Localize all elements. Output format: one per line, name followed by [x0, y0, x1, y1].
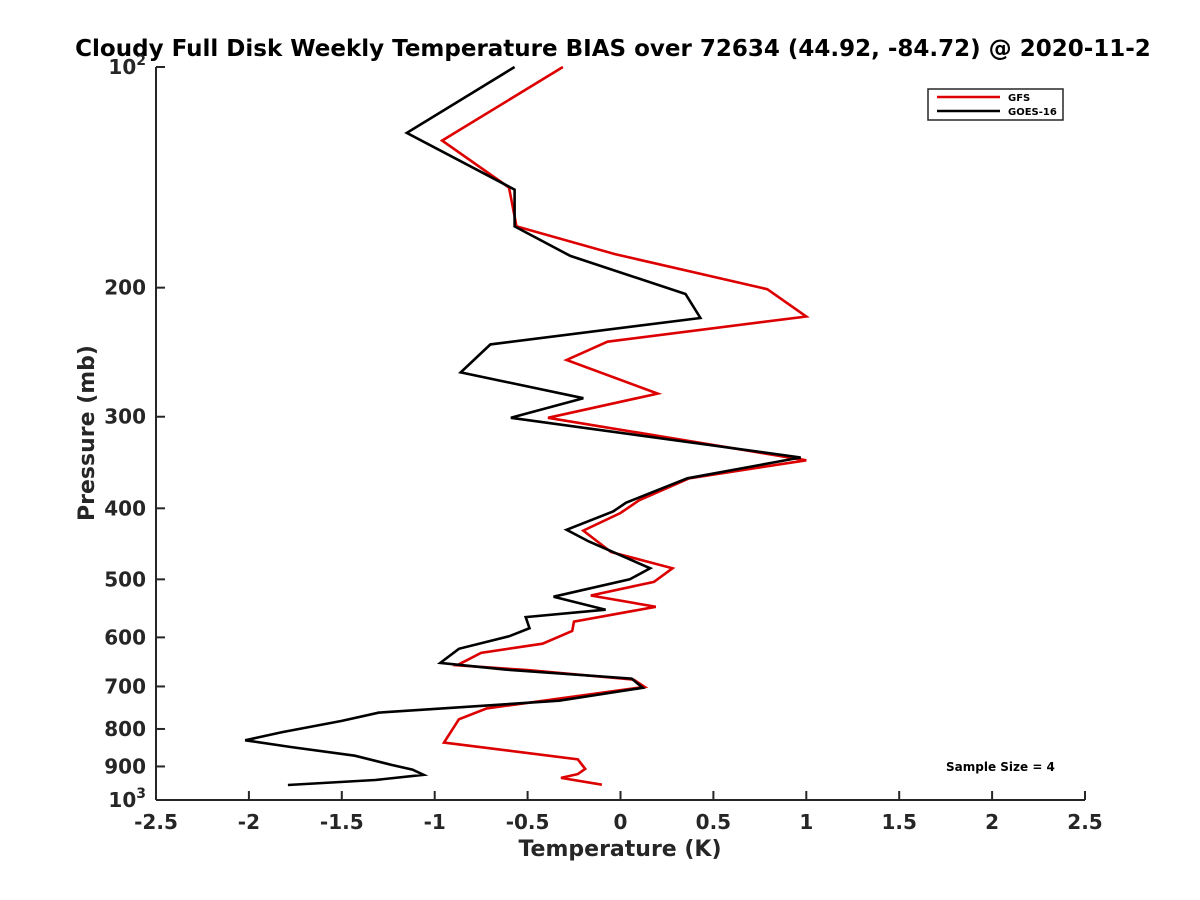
series-line-goes-16 — [244, 65, 801, 787]
x-tick-label: 1 — [799, 810, 813, 834]
series-line-gfs — [439, 65, 810, 786]
y-tick-label: 700 — [104, 674, 146, 698]
legend-box — [927, 88, 1064, 121]
y-tick-label: 300 — [104, 405, 146, 429]
y-tick-label: 800 — [104, 717, 146, 741]
legend-goes16-label: GOES-16 — [1008, 107, 1057, 118]
x-tick-label: 1.5 — [881, 810, 916, 834]
y-axis-label: Pressure (mb) — [75, 345, 100, 521]
x-tick-label: 2.5 — [1067, 810, 1102, 834]
x-ticks: -2.5 -2 -1.5 -1 -0.5 0 0.5 1 1.5 2 2.5 — [134, 791, 1103, 834]
series-layer — [244, 65, 810, 787]
x-tick-label: 0 — [614, 810, 628, 834]
y-tick-label: 900 — [104, 754, 146, 778]
x-tick-label: -2.5 — [134, 810, 178, 834]
y-tick-label: 500 — [104, 567, 146, 591]
sample-size-annotation: Sample Size = 4 — [946, 760, 1055, 774]
x-axis-label: Temperature (K) — [518, 837, 721, 862]
x-tick-label: 0.5 — [696, 810, 731, 834]
legend: GFS GOES-16 — [927, 88, 1064, 121]
y-tick-label: 600 — [104, 625, 146, 649]
chart-title: Cloudy Full Disk Weekly Temperature BIAS… — [75, 36, 1151, 62]
y-tick-label: 200 — [104, 276, 146, 300]
x-tick-label: -2 — [238, 810, 260, 834]
y-tick-label: 103 — [108, 786, 146, 812]
y-tick-label: 400 — [104, 496, 146, 520]
y-tick-label: 102 — [108, 53, 146, 79]
y-ticks: 102 200 300 400 500 600 700 800 900 103 — [104, 53, 165, 812]
x-tick-label: 2 — [985, 810, 999, 834]
x-tick-label: -0.5 — [506, 810, 550, 834]
x-tick-label: -1.5 — [320, 810, 364, 834]
legend-gfs-label: GFS — [1008, 93, 1030, 104]
x-tick-label: -1 — [424, 810, 446, 834]
